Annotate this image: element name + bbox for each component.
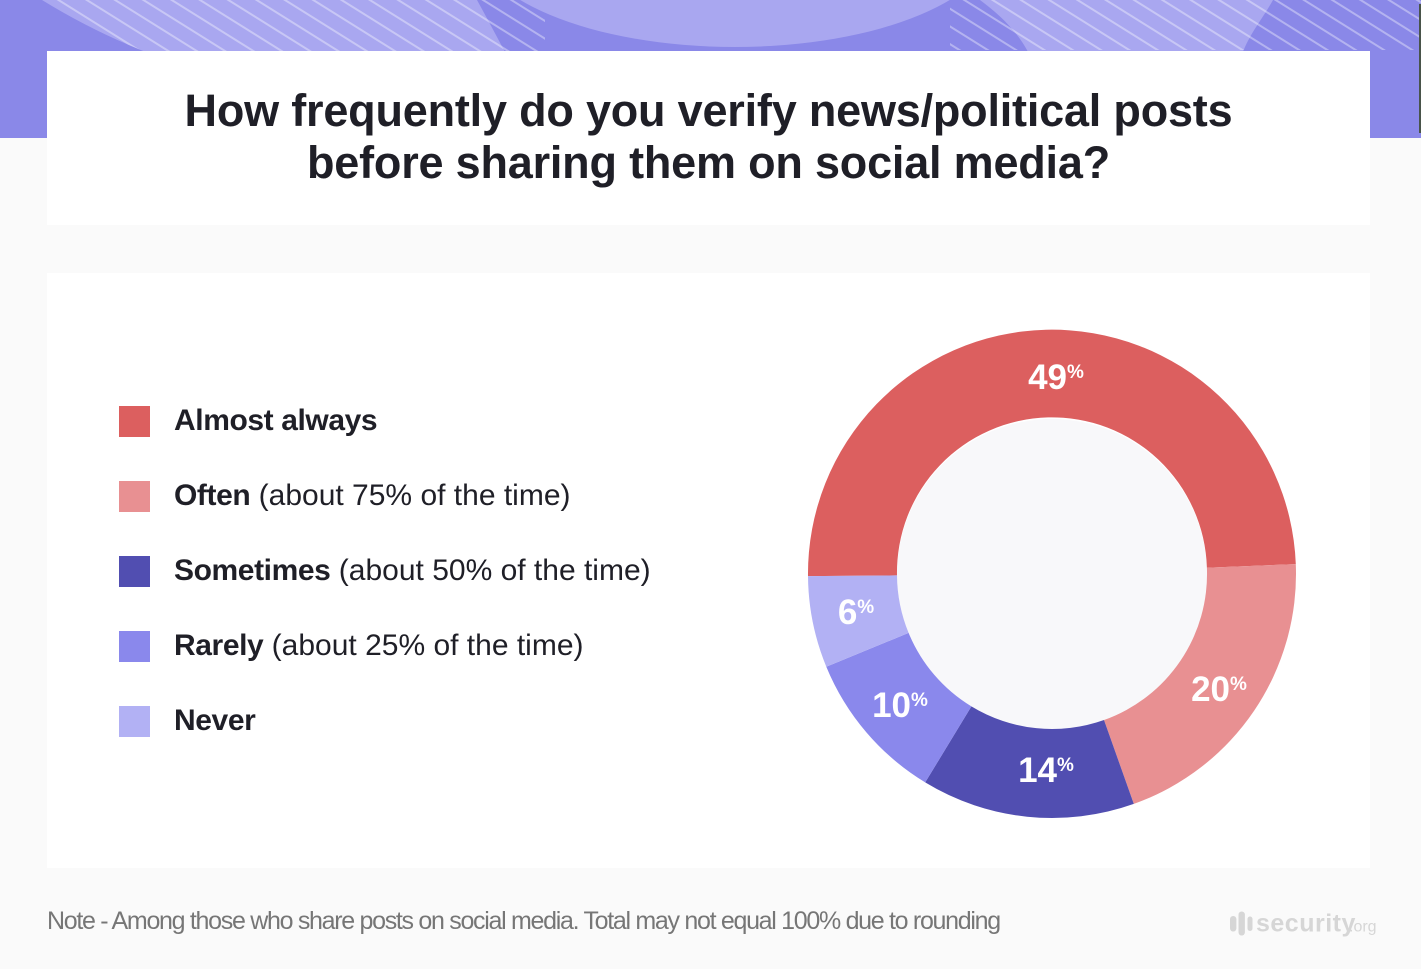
svg-text:.org: .org xyxy=(1349,919,1377,936)
svg-text:security: security xyxy=(1256,910,1356,938)
